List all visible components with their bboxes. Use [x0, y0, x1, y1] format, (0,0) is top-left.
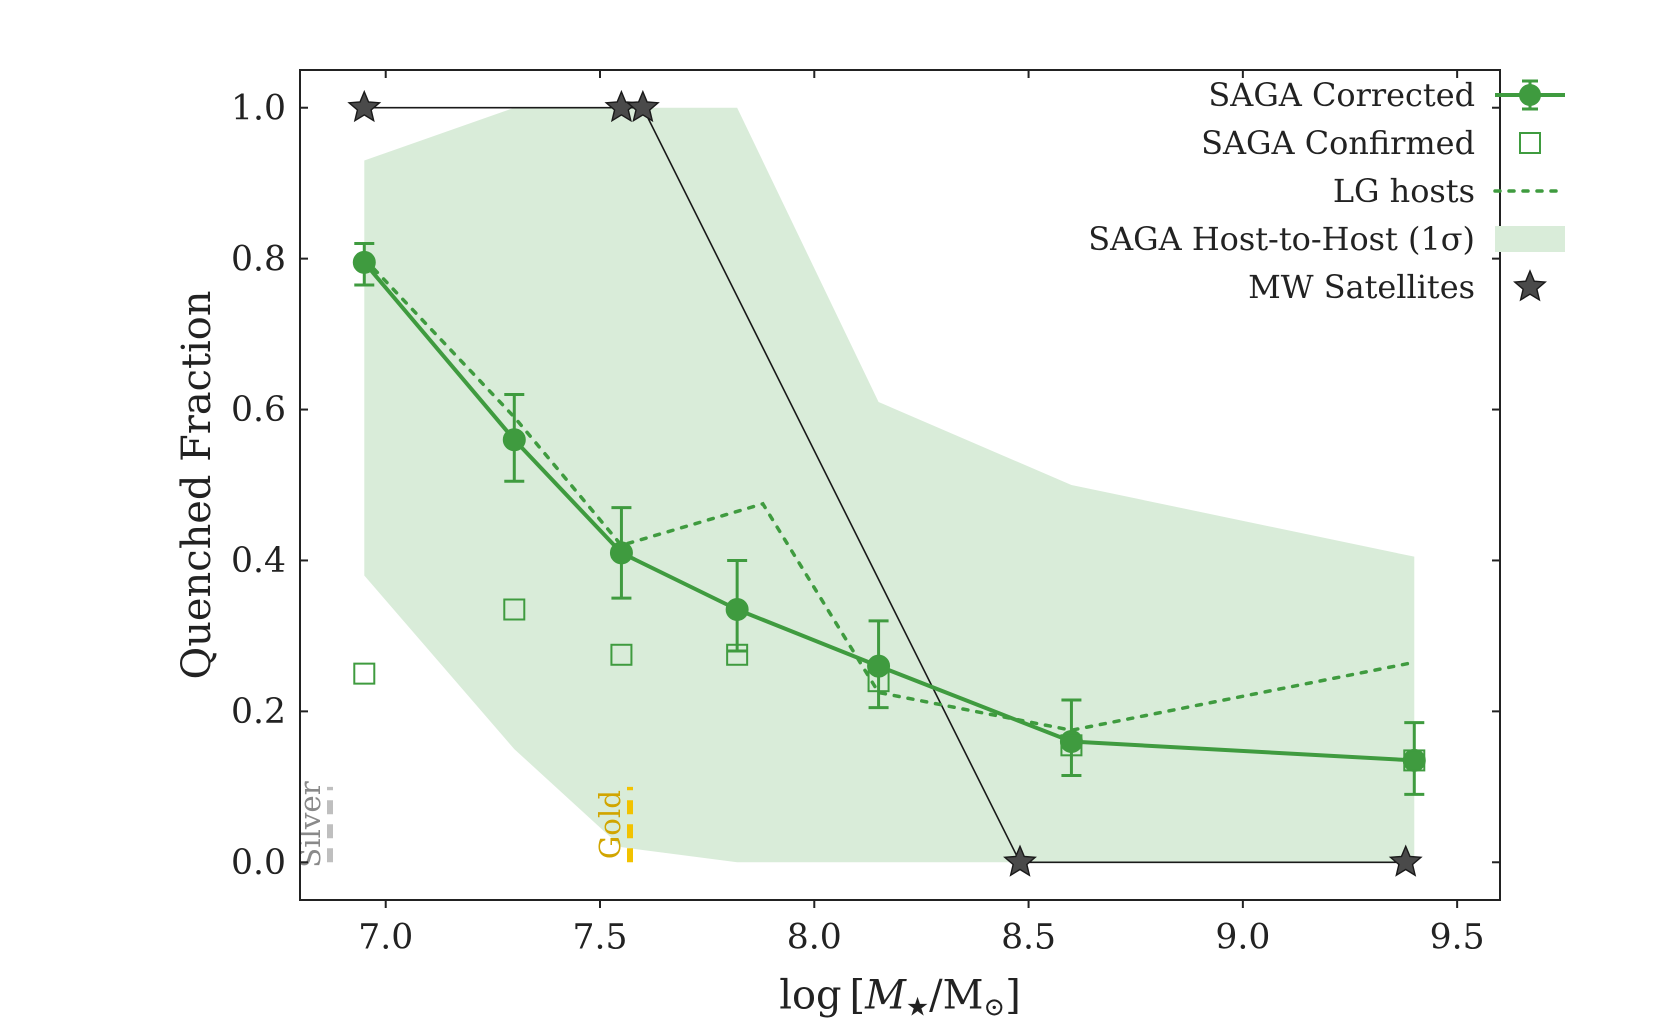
x-tick-label: 7.5 [573, 918, 628, 958]
figure-container: SilverGold7.07.58.08.59.09.50.00.20.40.6… [0, 0, 1660, 1034]
x-tick-label: 9.5 [1430, 918, 1485, 958]
legend-label: SAGA Host-to-Host (1σ) [1088, 220, 1475, 258]
legend-label: MW Satellites [1248, 268, 1475, 306]
legend-label: LG hosts [1333, 172, 1475, 210]
y-axis-label: Quenched Fraction [174, 291, 220, 680]
saga-corrected-marker [726, 599, 748, 621]
saga-corrected-marker [353, 251, 375, 273]
y-tick-label: 1.0 [231, 88, 286, 128]
legend-label: SAGA Confirmed [1201, 124, 1475, 162]
legend-label: SAGA Corrected [1208, 76, 1475, 114]
gold-threshold-label: Gold [593, 790, 627, 859]
x-tick-label: 8.5 [1001, 918, 1056, 958]
saga-corrected-marker [503, 429, 525, 451]
y-tick-label: 0.8 [231, 239, 286, 279]
x-tick-label: 9.0 [1215, 918, 1270, 958]
legend-sample-band [1495, 226, 1565, 252]
saga-corrected-marker [1403, 749, 1425, 771]
quenched-fraction-chart: SilverGold7.07.58.08.59.09.50.00.20.40.6… [0, 0, 1660, 1034]
saga-corrected-marker [868, 655, 890, 677]
legend-sample-marker [1519, 84, 1541, 106]
y-tick-label: 0.2 [231, 692, 286, 732]
saga-corrected-marker [610, 542, 632, 564]
saga-corrected-marker [1060, 731, 1082, 753]
y-tick-label: 0.4 [231, 541, 286, 581]
y-tick-label: 0.0 [231, 843, 286, 883]
x-tick-label: 8.0 [787, 918, 842, 958]
x-tick-label: 7.0 [358, 918, 413, 958]
y-tick-label: 0.6 [231, 390, 286, 430]
